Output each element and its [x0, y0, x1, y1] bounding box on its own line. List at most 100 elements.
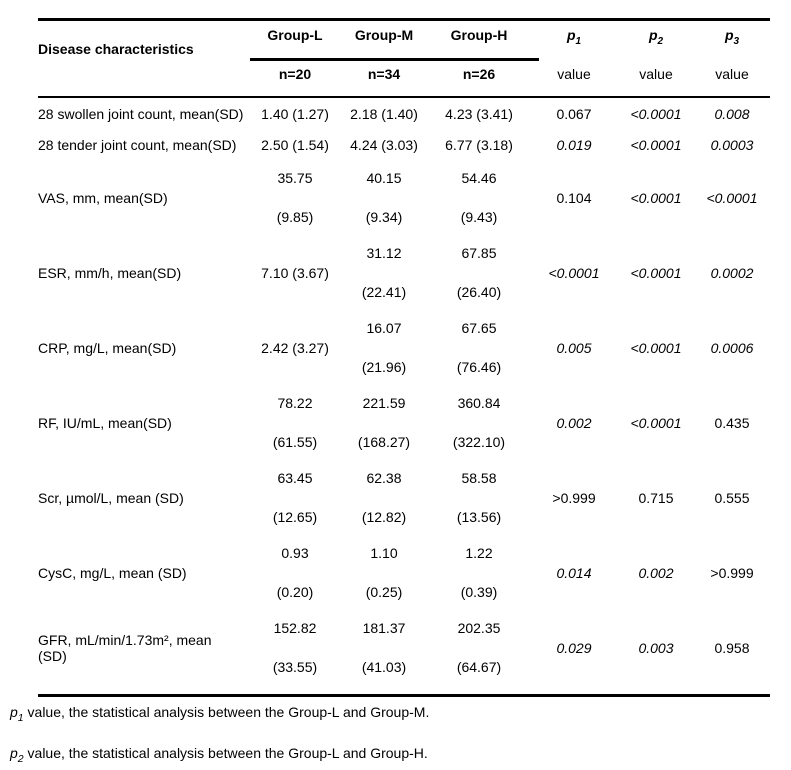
group-l-cell: 2.42 (3.27) — [261, 339, 329, 356]
footnote-p2-symbol: p2 — [10, 744, 24, 765]
header-disease-characteristics: Disease characteristics — [38, 40, 194, 57]
p1-cell: 0.029 — [556, 639, 592, 656]
p2-cell: <0.0001 — [630, 264, 682, 281]
p1-cell: 0.067 — [556, 105, 592, 122]
group-m-cell: 16.07 (21.96) — [361, 320, 407, 375]
group-h-cell: 360.84 (322.10) — [452, 395, 506, 450]
p3-cell: 0.555 — [714, 489, 750, 506]
table-top-rule — [38, 18, 770, 21]
group-l-cell: 0.93 (0.20) — [276, 545, 314, 600]
group-m-cell: 40.15 (9.34) — [365, 170, 403, 225]
footnotes: p1 value, the statistical analysis betwe… — [10, 703, 429, 770]
p2-cell: <0.0001 — [630, 189, 682, 206]
group-h-cell: 58.58 (13.56) — [456, 470, 502, 525]
p3-cell: 0.0003 — [710, 136, 754, 153]
p1-cell: <0.0001 — [548, 264, 600, 281]
footnote-p2: p2 value, the statistical analysis betwe… — [10, 744, 428, 765]
group-m-cell: 221.59 (168.27) — [357, 395, 411, 450]
group-h-cell: 4.23 (3.41) — [445, 105, 513, 122]
group-h-cell: 1.22 (0.39) — [460, 545, 498, 600]
row-label: ESR, mm/h, mean(SD) — [38, 264, 182, 281]
row-label: CysC, mg/L, mean (SD) — [38, 564, 187, 581]
row-label: 28 tender joint count, mean(SD) — [38, 136, 237, 153]
group-header-underline — [250, 58, 539, 61]
group-h-n: n=26 — [462, 66, 496, 82]
p1-cell: 0.005 — [556, 339, 592, 356]
p3-cell: 0.435 — [714, 414, 750, 431]
group-l-cell: 7.10 (3.67) — [261, 264, 329, 281]
group-m-cell: 62.38 (12.82) — [361, 470, 407, 525]
p2-cell: 0.003 — [638, 639, 674, 656]
header-separator-rule — [38, 96, 770, 98]
table-row: ESR, mm/h, mean(SD) 7.10 (3.67) 31.12 (22… — [38, 235, 770, 310]
p2-cell: <0.0001 — [630, 339, 682, 356]
group-h-name: Group-H — [450, 27, 508, 43]
row-label: GFR, mL/min/1.73m², mean (SD) — [38, 631, 212, 664]
table-row: CRP, mg/L, mean(SD) 2.42 (3.27) 16.07 (21… — [38, 310, 770, 385]
group-m-cell: 1.10 (0.25) — [365, 545, 403, 600]
group-l-cell: 1.40 (1.27) — [261, 105, 329, 122]
p2-cell: <0.0001 — [630, 105, 682, 122]
p1-cell: 0.014 — [556, 564, 592, 581]
p1-unit: value — [557, 66, 591, 82]
group-m-cell: 2.18 (1.40) — [350, 105, 418, 122]
table-row: VAS, mm, mean(SD) 35.75 (9.85) 40.15 (9.34… — [38, 160, 770, 235]
p2-cell: <0.0001 — [630, 136, 682, 153]
p3-cell: 0.008 — [714, 105, 750, 122]
p3-unit: value — [715, 66, 749, 82]
group-l-name: Group-L — [267, 27, 323, 43]
group-m-n: n=34 — [367, 66, 401, 82]
row-label: CRP, mg/L, mean(SD) — [38, 339, 177, 356]
row-label: RF, IU/mL, mean(SD) — [38, 414, 172, 431]
column-header-p3: p3 value — [694, 21, 770, 96]
group-l-n: n=20 — [278, 66, 312, 82]
p3-cell: <0.0001 — [706, 189, 758, 206]
group-m-name: Group-M — [354, 27, 414, 43]
group-h-cell: 54.46 (9.43) — [460, 170, 498, 225]
p1-cell: 0.104 — [556, 189, 592, 206]
p1-cell: 0.002 — [556, 414, 592, 431]
table-row: 28 tender joint count, mean(SD) 2.50 (1.… — [38, 129, 770, 160]
column-header-p2: p2 value — [618, 21, 694, 96]
table-row: Scr, µmol/L, mean (SD) 63.45 (12.65) 62.3… — [38, 460, 770, 535]
row-label: 28 swollen joint count, mean(SD) — [38, 105, 244, 122]
disease-characteristics-table: Disease characteristics Group-L n=20 Gro… — [38, 18, 770, 697]
p3-cell: >0.999 — [710, 564, 754, 581]
table-bottom-rule — [38, 694, 770, 697]
p2-cell: 0.002 — [638, 564, 674, 581]
group-h-cell: 67.85 (26.40) — [456, 245, 502, 300]
group-l-cell: 63.45 (12.65) — [272, 470, 318, 525]
group-l-cell: 2.50 (1.54) — [261, 136, 329, 153]
column-header-group-l: Group-L n=20 — [250, 21, 340, 96]
p2-cell: 0.715 — [638, 489, 674, 506]
footnote-p1: p1 value, the statistical analysis betwe… — [10, 704, 430, 724]
row-label: Scr, µmol/L, mean (SD) — [38, 489, 184, 506]
column-header-group-m: Group-M n=34 — [340, 21, 428, 96]
group-l-cell: 35.75 (9.85) — [276, 170, 314, 225]
p3-cell: 0.0006 — [710, 339, 754, 356]
group-h-cell: 6.77 (3.18) — [445, 136, 513, 153]
table-row: CysC, mg/L, mean (SD) 0.93 (0.20) 1.10 (0.… — [38, 535, 770, 610]
row-label: VAS, mm, mean(SD) — [38, 189, 168, 206]
table-row: RF, IU/mL, mean(SD) 78.22 (61.55) 221.59(… — [38, 385, 770, 460]
p2-cell: <0.0001 — [630, 414, 682, 431]
p2-unit: value — [639, 66, 673, 82]
group-m-cell: 4.24 (3.03) — [350, 136, 418, 153]
table-row: GFR, mL/min/1.73m², mean (SD) 152.82 (33.… — [38, 610, 770, 685]
footnote-p1-symbol: p1 — [10, 704, 24, 724]
group-h-cell: 67.65 (76.46) — [456, 320, 502, 375]
p3-cell: 0.0002 — [710, 264, 754, 281]
column-header-p1: p1 value — [530, 21, 618, 96]
p1-symbol: p1 — [566, 27, 582, 47]
group-l-cell: 152.82 (33.55) — [272, 620, 318, 675]
p3-symbol: p3 — [724, 27, 740, 47]
group-m-cell: 181.37 (41.03) — [361, 620, 407, 675]
table-bottom-padding — [38, 685, 770, 694]
table-header: Disease characteristics Group-L n=20 Gro… — [38, 21, 770, 96]
column-header-group-h: Group-H n=26 — [428, 21, 530, 96]
p2-symbol: p2 — [648, 27, 664, 47]
p1-cell: 0.019 — [556, 136, 592, 153]
group-l-cell: 78.22 (61.55) — [272, 395, 318, 450]
group-m-cell: 31.12 (22.41) — [361, 245, 407, 300]
